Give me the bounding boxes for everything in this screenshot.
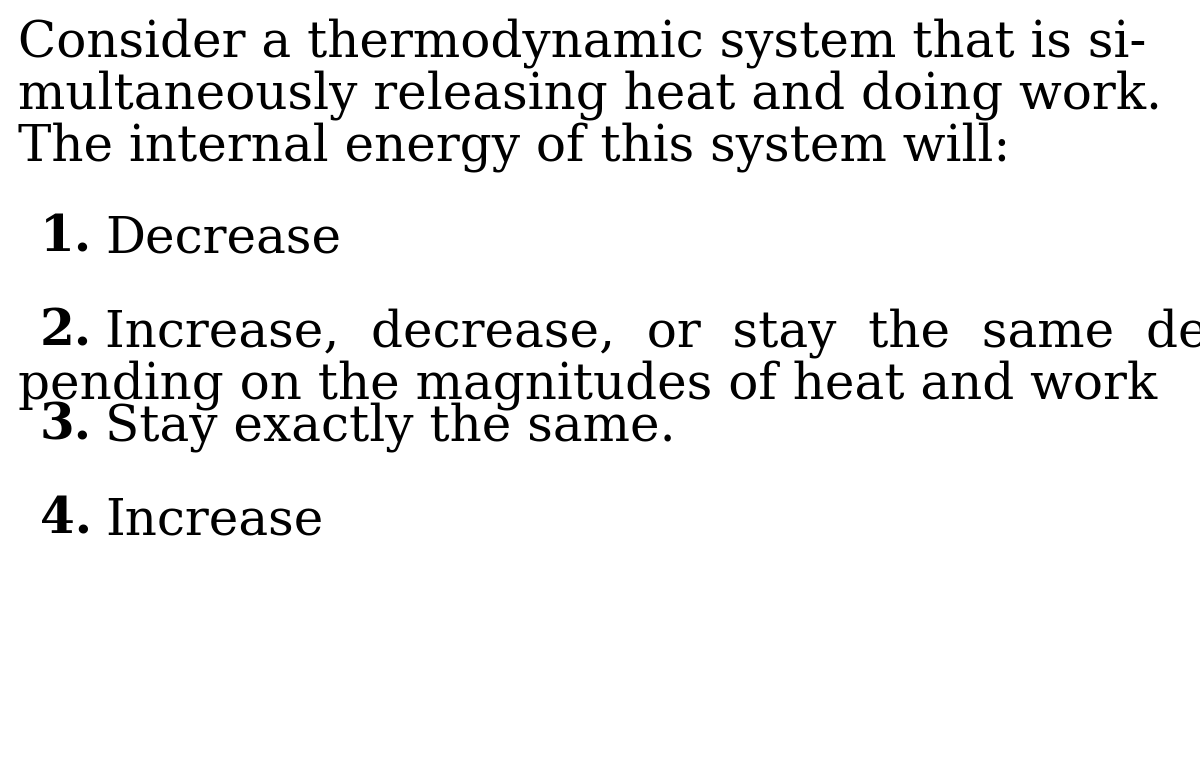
Text: 3.: 3. (40, 402, 92, 451)
Text: multaneously releasing heat and doing work.: multaneously releasing heat and doing wo… (18, 70, 1162, 120)
Text: 1.: 1. (40, 214, 92, 263)
Text: Increase: Increase (106, 496, 323, 546)
Text: Increase,  decrease,  or  stay  the  same  de-: Increase, decrease, or stay the same de- (106, 308, 1200, 358)
Text: Stay exactly the same.: Stay exactly the same. (106, 402, 676, 452)
Text: pending on the magnitudes of heat and work: pending on the magnitudes of heat and wo… (18, 360, 1157, 410)
Text: Decrease: Decrease (106, 214, 341, 263)
Text: The internal energy of this system will:: The internal energy of this system will: (18, 122, 1010, 172)
Text: Consider a thermodynamic system that is si-: Consider a thermodynamic system that is … (18, 18, 1146, 68)
Text: 4.: 4. (40, 496, 92, 545)
Text: 2.: 2. (40, 308, 92, 357)
